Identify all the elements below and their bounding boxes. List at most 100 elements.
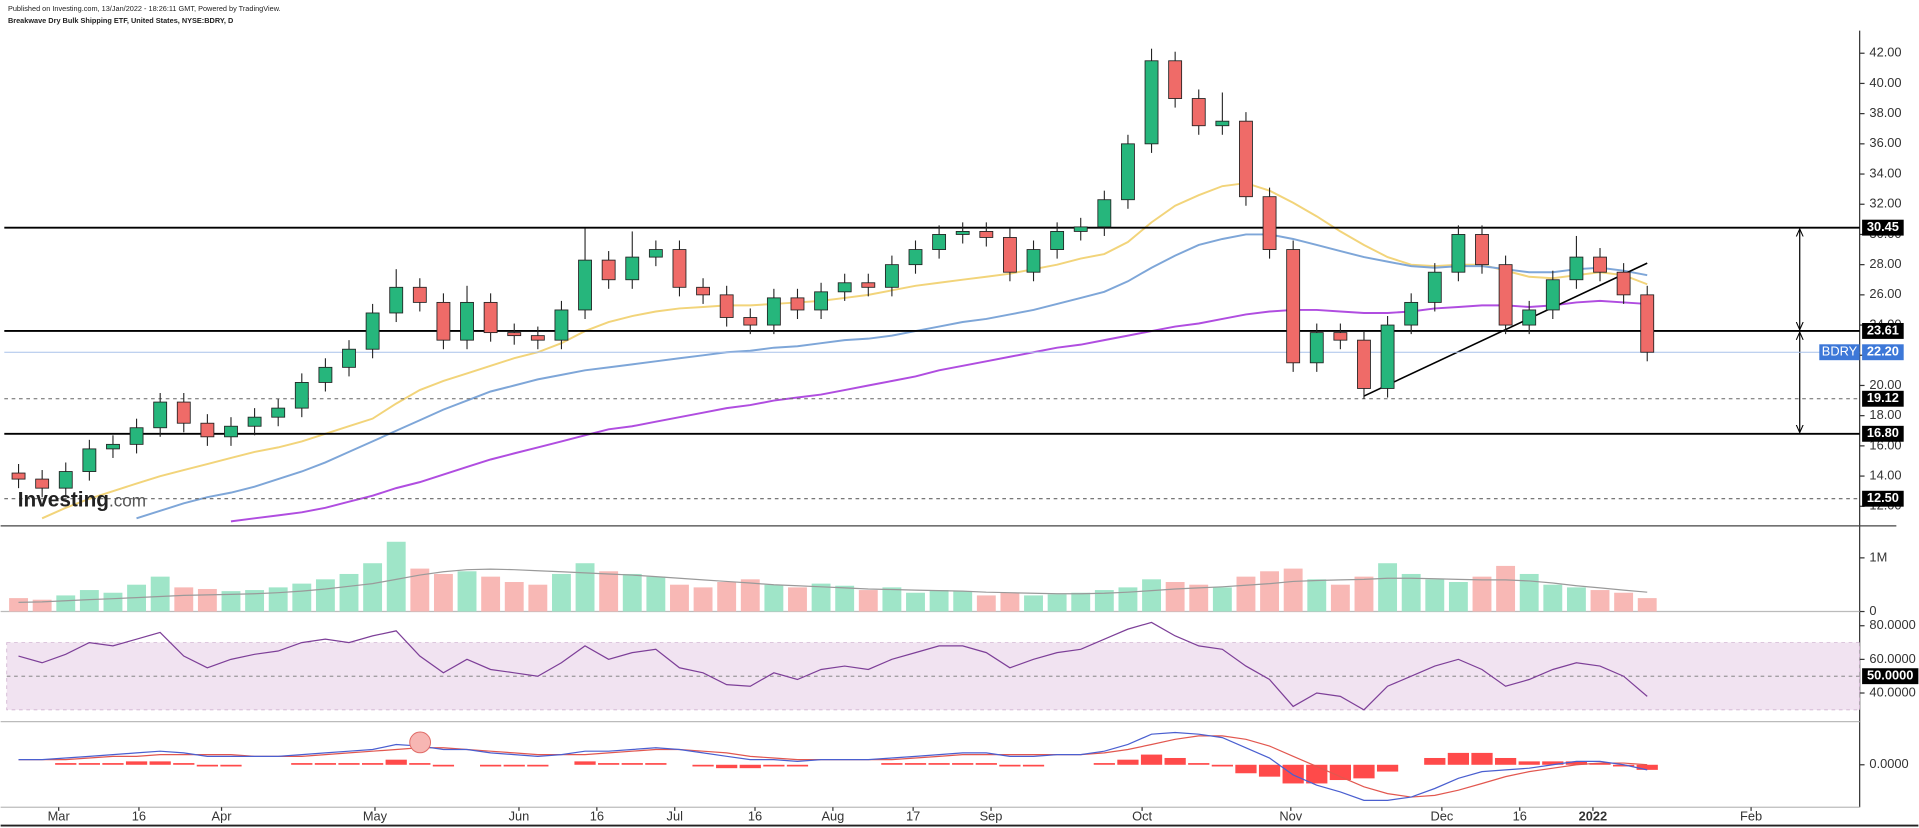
rsi-level-tag-box <box>1862 668 1919 685</box>
candle-body <box>1239 120 1253 198</box>
candle-body <box>436 301 451 341</box>
candle-body <box>932 234 947 250</box>
candle-body <box>1640 294 1655 353</box>
volume-bar <box>1189 584 1209 612</box>
macd-histogram-bar <box>1518 761 1540 765</box>
volume-bar <box>1378 563 1398 612</box>
macd-histogram-bar <box>1258 764 1281 777</box>
volume-bar <box>1165 582 1185 612</box>
x-tick-label: Dec <box>1430 808 1453 823</box>
x-tick-label: Oct <box>1132 808 1152 823</box>
watermark-brand: Investing <box>18 489 109 512</box>
y-tick-label: 18.00 <box>1869 407 1901 422</box>
candle-body <box>766 297 781 326</box>
volume-bar <box>1024 595 1043 612</box>
volume-bar <box>150 576 170 612</box>
x-tick-label: Mar <box>48 808 71 823</box>
candle-body <box>389 286 404 314</box>
candle-body <box>790 297 805 311</box>
volume-bar <box>1637 598 1657 612</box>
candle-body <box>601 259 616 281</box>
candle-body <box>460 301 474 341</box>
candle-body <box>294 382 309 409</box>
y-tick-label: 26.00 <box>1869 286 1901 301</box>
volume-bar <box>1519 573 1539 612</box>
candle-body <box>82 448 97 472</box>
macd-histogram-bar <box>692 764 714 767</box>
macd-histogram-bar <box>338 763 360 765</box>
volume-bar <box>1047 594 1067 612</box>
volume-bar <box>1566 587 1586 612</box>
candle-body <box>35 478 50 489</box>
candle-body <box>1073 226 1088 232</box>
level-tag-box <box>1862 490 1904 507</box>
macd-histogram-bar <box>1188 763 1210 765</box>
macd-histogram-bar <box>78 763 100 765</box>
macd-histogram-bar <box>645 763 667 765</box>
level-tag-box <box>1862 322 1904 339</box>
macd-histogram-bar <box>1612 764 1635 767</box>
macd-histogram-bar <box>1589 763 1611 765</box>
volume-bar <box>1142 579 1161 612</box>
volume-bar <box>79 590 99 612</box>
candle-body <box>814 291 829 311</box>
macd-histogram-bar <box>385 759 407 765</box>
candle-body <box>1545 279 1560 311</box>
macd-histogram-bar <box>881 763 903 765</box>
candle-body <box>200 422 215 438</box>
macd-histogram-bar <box>361 763 384 765</box>
x-tick-label: Jul <box>667 808 683 823</box>
candle-body <box>1475 234 1489 266</box>
macd-line <box>18 731 1648 801</box>
level-tag-text: 16.80 <box>1867 425 1899 440</box>
volume-bar <box>693 587 713 612</box>
level-tag-box <box>1862 390 1904 407</box>
candle-body <box>554 309 569 341</box>
symbol-tag-text: BDRY <box>1822 344 1858 359</box>
candle-body <box>1451 234 1466 273</box>
volume-bar <box>740 579 760 612</box>
volume-bar <box>1094 590 1114 612</box>
volume-bar <box>1354 576 1374 612</box>
candle-body <box>247 416 262 427</box>
macd-histogram-bar <box>102 763 124 765</box>
y-tick-label: 42.00 <box>1869 45 1901 60</box>
volume-bar <box>1212 587 1232 612</box>
x-tick-label: Nov <box>1279 808 1302 823</box>
x-tick-label: 16 <box>1513 808 1527 823</box>
macd-histogram-bar <box>1376 764 1399 772</box>
rsi-level-tag-text: 50.0000 <box>1867 668 1913 683</box>
volume-bar <box>1614 592 1634 612</box>
candle-body <box>507 332 522 337</box>
volume-bar <box>174 587 194 612</box>
volume-bar <box>552 573 571 612</box>
y-tick-label: 40.00 <box>1869 75 1901 90</box>
volume-bar <box>1236 576 1256 612</box>
x-tick-label: Jun <box>509 808 530 823</box>
macd-histogram-bar <box>55 763 77 765</box>
volume-bar <box>197 588 217 612</box>
level-tag-text: 19.12 <box>1867 390 1899 405</box>
candle-body <box>1427 271 1442 303</box>
y-tick-label: 0.0000 <box>1869 756 1908 771</box>
macd-histogram-bar <box>739 764 761 769</box>
macd-histogram-bar <box>1211 764 1233 767</box>
x-tick-label: Sep <box>980 808 1003 823</box>
candle-body <box>106 443 120 450</box>
volume-bar <box>1496 565 1516 612</box>
candle-body <box>837 282 852 293</box>
level-tag-text: 23.61 <box>1867 322 1899 337</box>
macd-histogram-bar <box>196 764 219 767</box>
volume-bar <box>788 587 807 612</box>
level-tag-box <box>1862 425 1904 442</box>
candle-body <box>1168 60 1183 99</box>
y-tick-label: 60.0000 <box>1869 651 1915 666</box>
volume-bar <box>599 571 619 612</box>
macd-histogram-bar <box>1117 759 1139 765</box>
volume-bar <box>363 563 383 612</box>
volume-bar <box>410 568 430 612</box>
macd-histogram-bar <box>904 763 927 765</box>
macd-histogram-bar <box>149 761 171 765</box>
macd-histogram-bar <box>480 764 502 767</box>
